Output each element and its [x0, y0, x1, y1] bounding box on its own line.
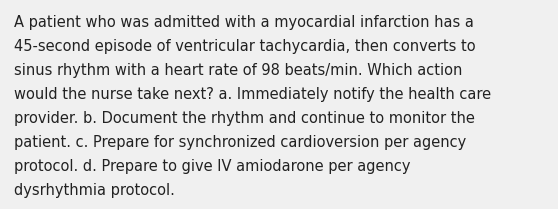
Text: provider. b. Document the rhythm and continue to monitor the: provider. b. Document the rhythm and con… [14, 111, 475, 126]
Text: would the nurse take next? a. Immediately notify the health care: would the nurse take next? a. Immediatel… [14, 87, 491, 102]
Text: 45-second episode of ventricular tachycardia, then converts to: 45-second episode of ventricular tachyca… [14, 39, 475, 54]
Text: A patient who was admitted with a myocardial infarction has a: A patient who was admitted with a myocar… [14, 15, 474, 30]
Text: protocol. d. Prepare to give IV amiodarone per agency: protocol. d. Prepare to give IV amiodaro… [14, 159, 411, 174]
Text: sinus rhythm with a heart rate of 98 beats/min. Which action: sinus rhythm with a heart rate of 98 bea… [14, 63, 463, 78]
Text: patient. c. Prepare for synchronized cardioversion per agency: patient. c. Prepare for synchronized car… [14, 135, 466, 150]
Text: dysrhythmia protocol.: dysrhythmia protocol. [14, 183, 175, 198]
